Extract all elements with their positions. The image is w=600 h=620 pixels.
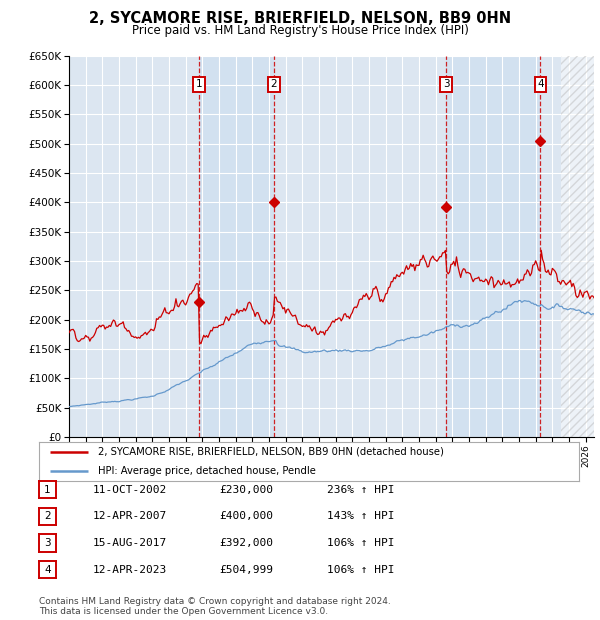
Text: 143% ↑ HPI: 143% ↑ HPI — [327, 512, 395, 521]
Text: 15-AUG-2017: 15-AUG-2017 — [93, 538, 167, 548]
Text: 2: 2 — [44, 512, 51, 521]
Text: 2: 2 — [271, 79, 277, 89]
Text: This data is licensed under the Open Government Licence v3.0.: This data is licensed under the Open Gov… — [39, 607, 328, 616]
Text: 2, SYCAMORE RISE, BRIERFIELD, NELSON, BB9 0HN (detached house): 2, SYCAMORE RISE, BRIERFIELD, NELSON, BB… — [98, 446, 444, 457]
Text: £392,000: £392,000 — [219, 538, 273, 548]
Text: 4: 4 — [537, 79, 544, 89]
Text: 12-APR-2023: 12-APR-2023 — [93, 565, 167, 575]
Bar — [446, 56, 541, 437]
Text: £400,000: £400,000 — [219, 512, 273, 521]
Text: 3: 3 — [44, 538, 51, 548]
Text: 236% ↑ HPI: 236% ↑ HPI — [327, 485, 395, 495]
Text: 12-APR-2007: 12-APR-2007 — [93, 512, 167, 521]
Text: 4: 4 — [44, 565, 51, 575]
Text: 11-OCT-2002: 11-OCT-2002 — [93, 485, 167, 495]
Text: Contains HM Land Registry data © Crown copyright and database right 2024.: Contains HM Land Registry data © Crown c… — [39, 597, 391, 606]
Text: HPI: Average price, detached house, Pendle: HPI: Average price, detached house, Pend… — [98, 466, 316, 476]
Text: 3: 3 — [443, 79, 449, 89]
Text: £504,999: £504,999 — [219, 565, 273, 575]
Text: 106% ↑ HPI: 106% ↑ HPI — [327, 565, 395, 575]
Text: 106% ↑ HPI: 106% ↑ HPI — [327, 538, 395, 548]
Text: 1: 1 — [44, 485, 51, 495]
Bar — [560, 56, 594, 437]
Text: Price paid vs. HM Land Registry's House Price Index (HPI): Price paid vs. HM Land Registry's House … — [131, 24, 469, 37]
Text: 1: 1 — [196, 79, 202, 89]
Text: £230,000: £230,000 — [219, 485, 273, 495]
Bar — [199, 56, 274, 437]
Text: 2, SYCAMORE RISE, BRIERFIELD, NELSON, BB9 0HN: 2, SYCAMORE RISE, BRIERFIELD, NELSON, BB… — [89, 11, 511, 26]
